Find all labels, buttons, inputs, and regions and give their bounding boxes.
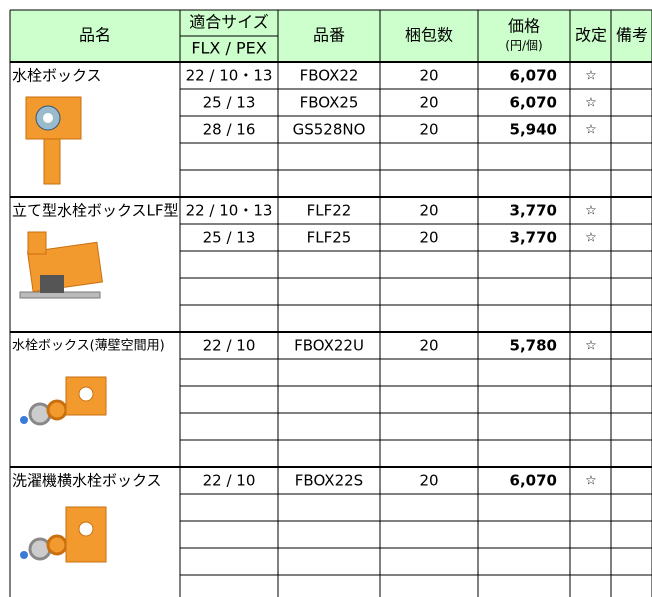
product-image [20, 506, 107, 563]
code: FBOX22U [294, 337, 364, 355]
price: 5,940 [510, 121, 557, 139]
pipe [43, 138, 61, 185]
code: FLF22 [307, 202, 352, 220]
code: GS528NO [293, 121, 366, 139]
revised: ☆ [585, 204, 597, 219]
header-code: 品番 [313, 26, 345, 45]
header-size-sub: FLX / PEX [191, 39, 266, 58]
header-price: 価格 [508, 17, 540, 36]
price: 3,770 [510, 229, 557, 247]
revised: ☆ [585, 69, 597, 84]
size: 22 / 10 [203, 472, 256, 490]
bracket [40, 275, 64, 293]
code: FLF25 [307, 229, 352, 247]
price: 6,070 [510, 67, 557, 85]
header-qty: 梱包数 [405, 26, 453, 45]
product-name: 立て型水栓ボックスLF型 [12, 202, 179, 220]
revised: ☆ [585, 474, 597, 489]
dot [20, 551, 28, 559]
product-name: 洗濯機横水栓ボックス [12, 472, 162, 490]
ring2 [46, 399, 68, 421]
size: 22 / 10 [203, 337, 256, 355]
qty: 20 [419, 229, 438, 247]
qty: 20 [419, 472, 438, 490]
product-name: 水栓ボックス(薄壁空間用) [12, 339, 165, 354]
size: 25 / 13 [203, 229, 256, 247]
product-name: 水栓ボックス [12, 67, 102, 85]
valve-core [43, 113, 53, 123]
qty: 20 [419, 121, 438, 139]
revised: ☆ [585, 231, 597, 246]
size: 22 / 10・13 [186, 202, 273, 220]
header-revised: 改定 [575, 26, 607, 45]
header-notes: 備考 [616, 26, 648, 45]
header-lines [10, 9, 652, 63]
header-name: 品名 [79, 26, 111, 45]
nozzle [27, 231, 47, 255]
revised: ☆ [585, 123, 597, 138]
qty: 20 [419, 94, 438, 112]
qty: 20 [419, 67, 438, 85]
product-image [19, 231, 104, 299]
price: 6,070 [510, 94, 557, 112]
code: FBOX25 [300, 94, 359, 112]
ring2 [46, 534, 68, 556]
qty: 20 [419, 337, 438, 355]
qty: 20 [419, 202, 438, 220]
revised: ☆ [585, 96, 597, 111]
hole [78, 386, 94, 402]
code: FBOX22 [300, 67, 359, 85]
product-image [20, 376, 107, 426]
header-bg [10, 10, 652, 62]
code: FBOX22S [295, 472, 363, 490]
revised: ☆ [585, 339, 597, 354]
price: 6,070 [510, 472, 557, 490]
price: 5,780 [510, 337, 557, 355]
size: 22 / 10・13 [186, 67, 273, 85]
product-image [25, 96, 82, 185]
header-size: 適合サイズ [189, 13, 269, 32]
size: 25 / 13 [203, 94, 256, 112]
dot [20, 416, 28, 424]
header-price-unit: (円/個) [505, 39, 542, 53]
price: 3,770 [510, 202, 557, 220]
hole [78, 521, 94, 537]
size: 28 / 16 [203, 121, 256, 139]
